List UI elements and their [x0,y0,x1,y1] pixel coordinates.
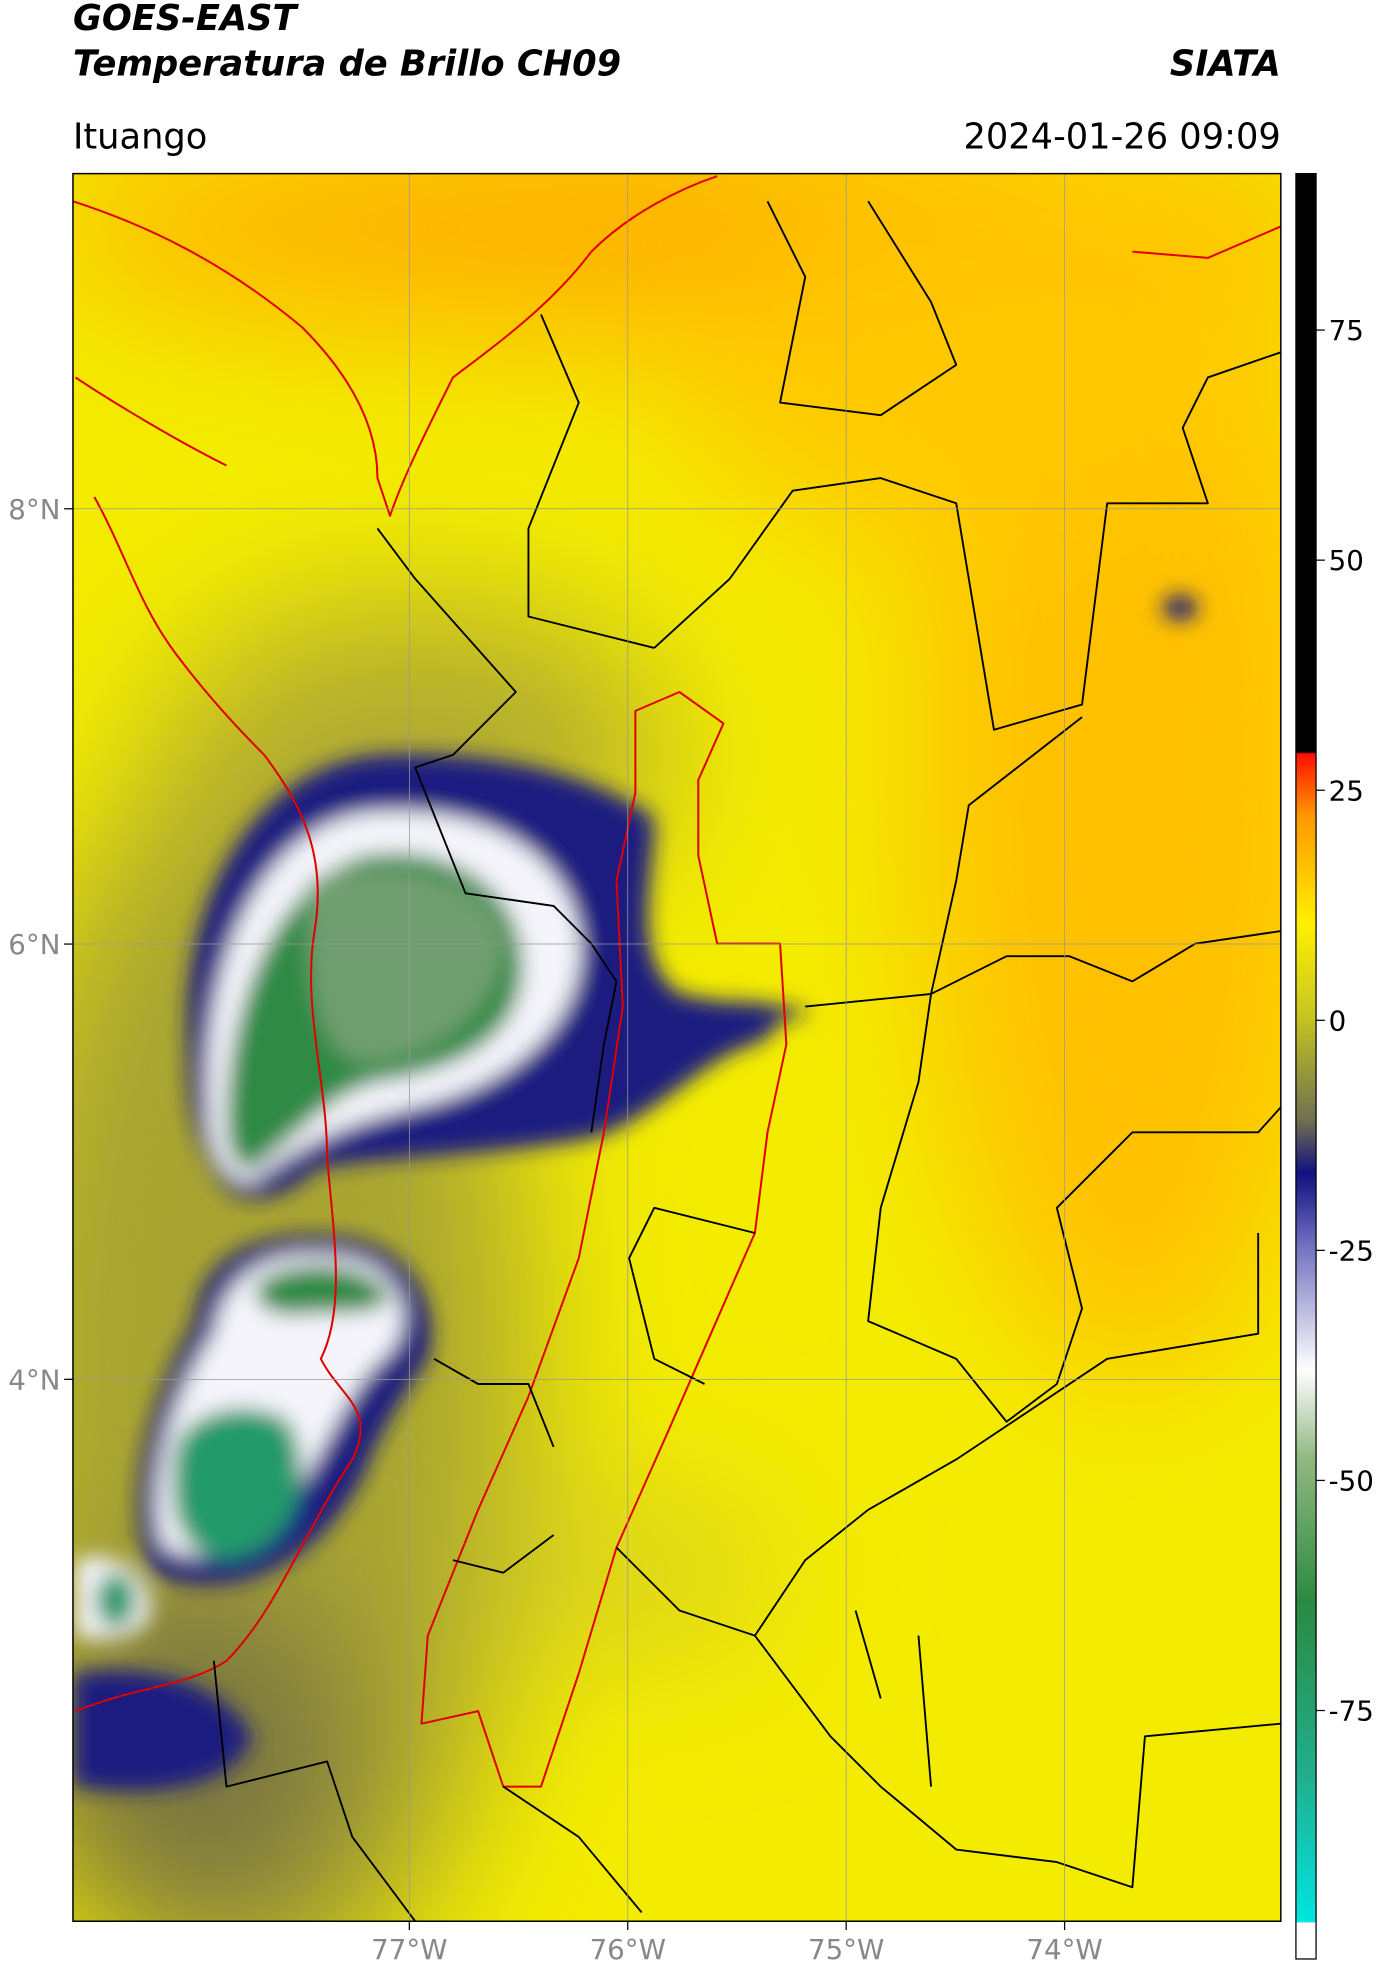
colorbar-tick-label: 50 [1329,544,1364,577]
timestamp: 2024-01-26 09:09 [963,116,1280,157]
organization: SIATA [1170,43,1281,84]
location: Ituango [73,116,207,157]
y-tick-label: 8°N [8,493,60,526]
colorbar-tick-label: 0 [1329,1004,1347,1037]
title-line-2: Temperatura de Brillo CH09 [73,43,621,84]
x-tick-label: 75°W [808,1933,884,1966]
colorbar-tick-label: -25 [1329,1234,1374,1267]
x-tick-label: 76°W [590,1933,666,1966]
colorbar-tick-label: 75 [1329,314,1364,347]
grid [72,173,1281,1922]
colorbar [1295,172,1317,1960]
map-frame [72,172,1282,1922]
title-line-1: GOES-EAST [73,0,300,39]
y-tick-label: 6°N [8,928,60,961]
y-tick-label: 4°N [8,1363,60,1396]
borders [72,175,1281,1922]
colorbar-tick-label: 25 [1329,774,1364,807]
colorbar-tick-label: -75 [1329,1695,1374,1728]
colorbar-tick-label: -50 [1329,1464,1374,1497]
x-tick-label: 77°W [371,1933,447,1966]
map-image [72,173,1281,1922]
x-tick-label: 74°W [1026,1933,1102,1966]
